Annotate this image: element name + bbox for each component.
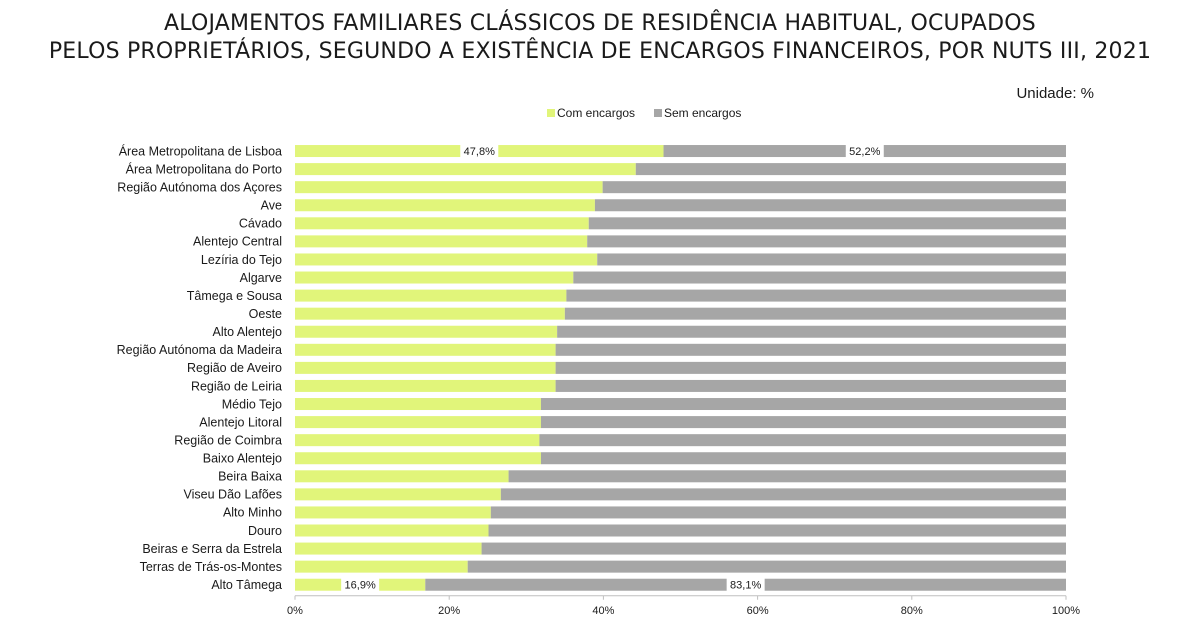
bar-sem-encargos [555, 361, 1066, 374]
bar-sem-encargos [635, 163, 1066, 176]
legend-swatch-sem-encargos [654, 109, 662, 117]
bar-com-encargos [295, 452, 541, 465]
bar-com-encargos [295, 506, 491, 519]
data-label-box [726, 576, 765, 593]
category-label: Algarve [240, 271, 282, 285]
legend-label-com-encargos: Com encargos [557, 106, 635, 120]
bar-com-encargos [295, 289, 567, 302]
bar-sem-encargos [481, 542, 1067, 555]
bar-sem-encargos [557, 325, 1066, 338]
bar-sem-encargos [467, 560, 1066, 573]
bar-sem-encargos [597, 253, 1066, 266]
x-tick-label: 100% [1052, 605, 1080, 617]
bar-com-encargos [295, 379, 556, 392]
chart-title-line-1: ALOJAMENTOS FAMILIARES CLÁSSICOS DE RESI… [164, 11, 1036, 36]
bar-com-encargos [295, 361, 556, 374]
category-label: Região Autónoma da Madeira [117, 343, 282, 357]
bar-com-encargos [295, 524, 489, 537]
bar-com-encargos [295, 488, 501, 501]
bar-sem-encargos [555, 379, 1066, 392]
category-label: Beira Baixa [218, 470, 282, 484]
data-label: 83,1% [730, 580, 761, 592]
data-label-box [845, 143, 884, 160]
chart-title-line-2: PELOS PROPRIETÁRIOS, SEGUNDO A EXISTÊNCI… [48, 39, 1152, 64]
bar-sem-encargos [564, 307, 1066, 320]
category-label: Alentejo Central [193, 235, 282, 249]
category-label: Alto Tâmega [211, 578, 282, 592]
category-label: Oeste [249, 307, 282, 321]
bar-com-encargos [295, 416, 541, 429]
legend-swatch-com-encargos [547, 109, 555, 117]
bar-com-encargos [295, 253, 598, 266]
bar-sem-encargos [488, 524, 1066, 537]
category-label: Lezíria do Tejo [201, 253, 282, 267]
category-label: Alentejo Litoral [199, 415, 282, 429]
data-label-box [460, 143, 499, 160]
bar-com-encargos [295, 217, 589, 230]
category-label: Douro [248, 524, 282, 538]
category-label: Viseu Dão Lafões [184, 488, 282, 502]
category-label: Região de Aveiro [187, 361, 282, 375]
bar-sem-encargos [566, 289, 1066, 302]
bar-com-encargos [295, 470, 509, 483]
legend-label-sem-encargos: Sem encargos [664, 106, 741, 120]
bar-com-encargos [295, 307, 565, 320]
bar-com-encargos [295, 542, 482, 555]
x-tick-label: 0% [287, 605, 303, 617]
x-tick-label: 40% [592, 605, 614, 617]
category-label: Baixo Alentejo [203, 452, 282, 466]
bar-sem-encargos [540, 416, 1066, 429]
bar-sem-encargos [587, 235, 1066, 248]
bar-sem-encargos [508, 470, 1066, 483]
data-label: 47,8% [464, 146, 495, 158]
bar-com-encargos [295, 343, 556, 356]
category-labels: Área Metropolitana de Lisboa Área Metropo… [117, 143, 282, 592]
category-label: Área Metropolitana do Porto [126, 161, 282, 176]
category-label: Tâmega e Sousa [187, 289, 282, 303]
category-label: Ave [261, 199, 282, 213]
x-tick-label: 60% [747, 605, 769, 617]
chart-title: ALOJAMENTOS FAMILIARES CLÁSSICOS DE RESI… [0, 10, 1200, 66]
bar-sem-encargos [540, 452, 1066, 465]
unit-label: Unidade: % [1016, 85, 1094, 102]
bar-com-encargos [295, 163, 636, 176]
x-tick-label: 80% [901, 605, 923, 617]
bar-sem-encargos [555, 343, 1066, 356]
category-label: Região de Coimbra [174, 433, 282, 447]
data-label-box [341, 576, 380, 593]
data-labels: 47,8% 52,2% 16,9% 83,1% [341, 143, 884, 593]
category-label: Beiras e Serra da Estrela [142, 542, 282, 556]
category-label: Região Autónoma dos Açores [117, 180, 282, 194]
bar-com-encargos [295, 434, 540, 447]
bar-sem-encargos [539, 434, 1066, 447]
category-label: Região de Leiria [191, 379, 282, 393]
bar-com-encargos [295, 325, 558, 338]
bar-sem-encargos [594, 199, 1066, 212]
bar-com-encargos [295, 560, 468, 573]
category-label: Terras de Trás-os-Montes [140, 560, 282, 574]
bar-com-encargos [295, 271, 574, 284]
chart-legend: Com encargos Sem encargos [547, 106, 741, 120]
category-label: Área Metropolitana de Lisboa [119, 143, 282, 158]
category-label: Alto Alentejo [213, 325, 283, 339]
data-label: 52,2% [849, 146, 880, 158]
bars-group [295, 145, 1067, 591]
category-label: Alto Minho [223, 506, 282, 520]
category-label: Médio Tejo [222, 397, 282, 411]
bar-sem-encargos [490, 506, 1067, 519]
bar-sem-encargos [573, 271, 1066, 284]
bar-com-encargos [295, 398, 541, 411]
bar-com-encargos [295, 181, 603, 194]
bar-sem-encargos [588, 217, 1066, 230]
bar-com-encargos [295, 199, 595, 212]
bar-com-encargos [295, 235, 588, 248]
bar-sem-encargos [540, 398, 1066, 411]
x-axis: 0% 20% 40% 60% 80% 100% [287, 595, 1080, 617]
bar-sem-encargos [500, 488, 1066, 501]
x-tick-label: 20% [438, 605, 460, 617]
category-label: Cávado [239, 217, 282, 231]
data-label: 16,9% [345, 580, 376, 592]
bar-sem-encargos [602, 181, 1066, 194]
